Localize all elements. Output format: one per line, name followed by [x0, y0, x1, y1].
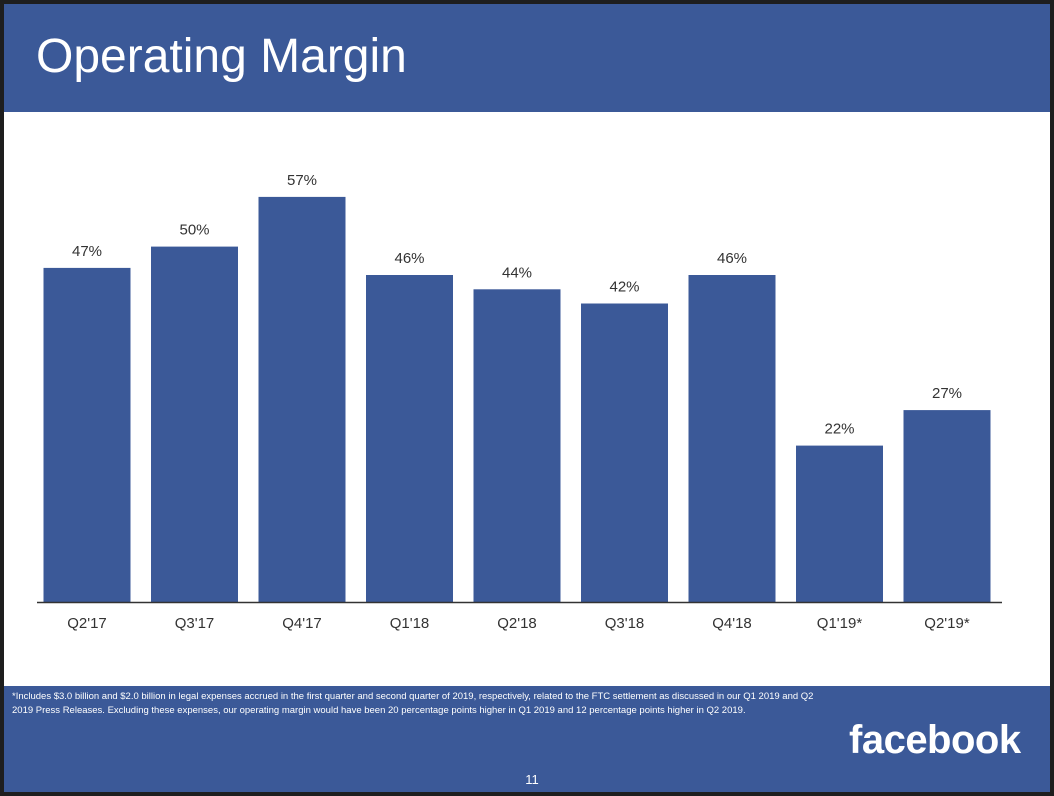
bar-5	[473, 289, 561, 602]
x-tick-label-9: Q2'19*	[924, 615, 970, 632]
bar-9	[903, 410, 991, 602]
data-label-1: 47%	[72, 243, 102, 260]
slide-footer: *Includes $3.0 billion and $2.0 billion …	[4, 686, 1050, 792]
data-label-6: 42%	[609, 279, 639, 296]
data-label-8: 22%	[824, 421, 854, 438]
bar-2	[151, 246, 238, 602]
bar-6	[581, 303, 668, 602]
bar-chart-svg: 47% 50% 57% 46% 44% 42% 46% 22% 27% Q2'17 Q3'17 Q4…	[37, 172, 1002, 632]
slide-header: Operating Margin	[4, 4, 1050, 112]
facebook-logo: facebook	[849, 718, 1021, 762]
bar-3	[258, 196, 346, 602]
x-tick-label-5: Q2'18	[497, 615, 537, 632]
x-tick-label-6: Q3'18	[605, 615, 645, 632]
x-tick-label-4: Q1'18	[390, 615, 430, 632]
bar-8	[796, 445, 883, 602]
x-tick-label-7: Q4'18	[712, 615, 752, 632]
slide: Operating Margin 47% 50% 57% 46% 44% 42% 46% 22…	[4, 4, 1050, 792]
bar-1	[43, 267, 131, 602]
x-tick-label-8: Q1'19*	[817, 615, 863, 632]
data-labels-group: 47% 50% 57% 46% 44% 42% 46% 22% 27%	[72, 172, 962, 438]
operating-margin-chart: 47% 50% 57% 46% 44% 42% 46% 22% 27% Q2'17 Q3'17 Q4…	[4, 112, 1050, 686]
data-label-4: 46%	[394, 250, 424, 267]
data-label-3: 57%	[287, 172, 317, 189]
data-label-9: 27%	[932, 385, 962, 402]
data-label-2: 50%	[179, 222, 209, 239]
bar-4	[366, 275, 453, 602]
data-label-5: 44%	[502, 264, 532, 281]
footnote-text: *Includes $3.0 billion and $2.0 billion …	[12, 691, 814, 716]
x-tick-label-3: Q4'17	[282, 615, 322, 632]
x-tick-labels-group: Q2'17 Q3'17 Q4'17 Q1'18 Q2'18 Q3'18 Q4'18 Q1'19…	[67, 615, 970, 632]
x-tick-label-1: Q2'17	[67, 615, 107, 632]
page-number: 11	[525, 772, 539, 787]
slide-title: Operating Margin	[36, 30, 407, 83]
data-label-7: 46%	[717, 250, 747, 267]
x-tick-label-2: Q3'17	[175, 615, 215, 632]
bar-7	[688, 275, 776, 602]
bars-group	[43, 196, 991, 602]
